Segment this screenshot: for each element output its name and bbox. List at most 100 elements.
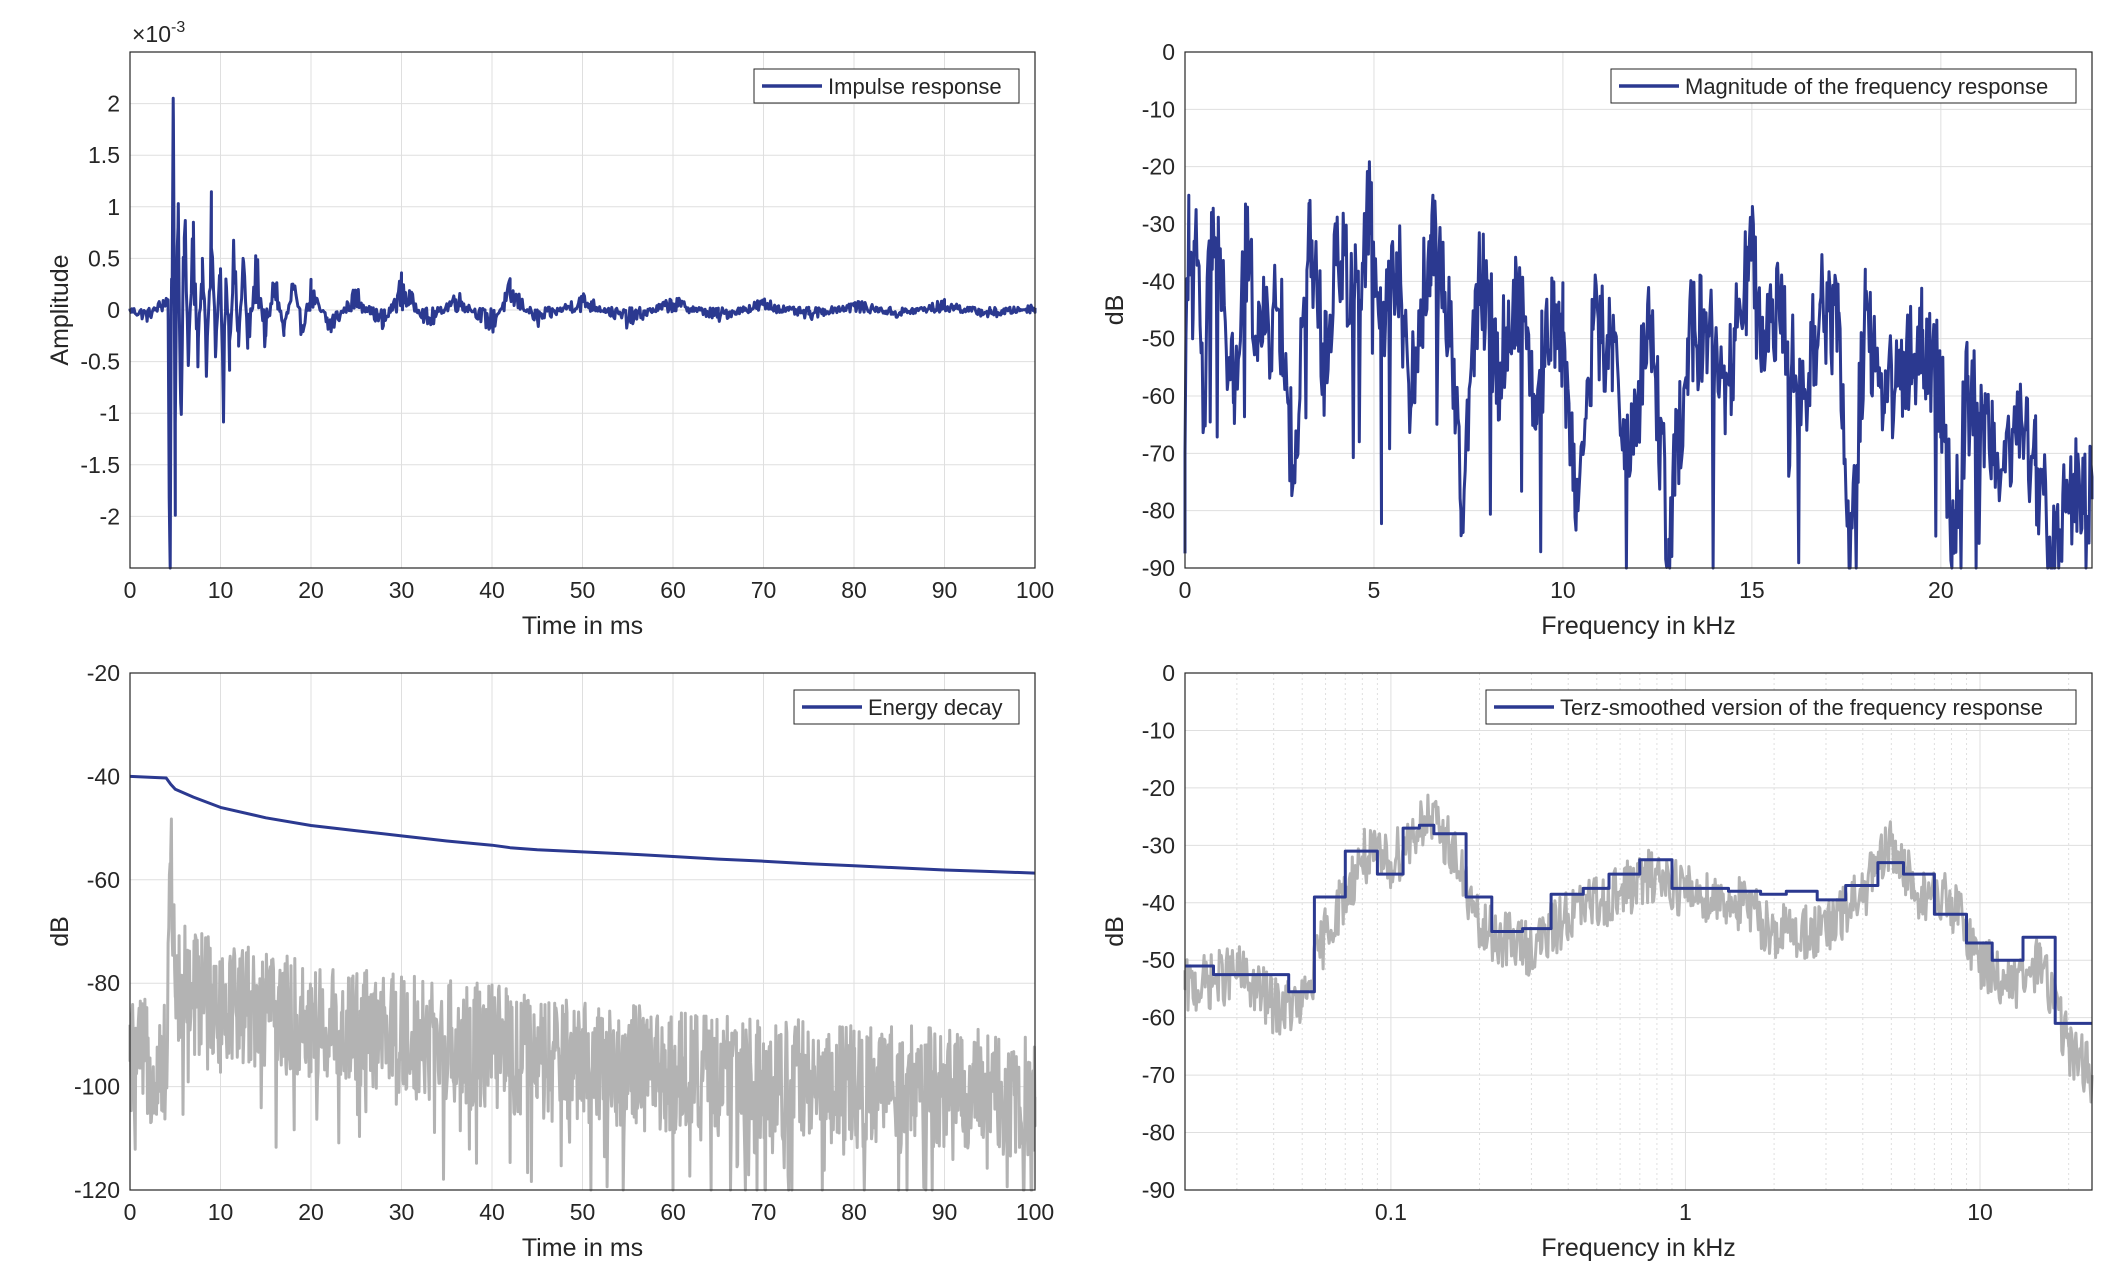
y-tick-label: 0.5 bbox=[88, 245, 120, 271]
legend-label: Terz-smoothed version of the frequency r… bbox=[1560, 695, 2043, 720]
axes-box bbox=[129, 51, 1036, 569]
legend-box bbox=[1610, 68, 2077, 104]
y-tick-label: -2 bbox=[100, 503, 120, 529]
y-tick-label: -10 bbox=[1142, 717, 1175, 743]
y-tick-label: -40 bbox=[1142, 268, 1175, 294]
y-tick-label: -60 bbox=[87, 867, 120, 893]
y-axis-label: dB bbox=[46, 916, 74, 947]
y-tick-labels: 0 -10 -20 -30 -40 -50 -60 -70 -80 -90 bbox=[1142, 39, 1175, 581]
y-tick-label: -100 bbox=[74, 1074, 120, 1100]
x-tick-label: 20 bbox=[298, 577, 324, 603]
axes-frame bbox=[1184, 51, 2093, 569]
y-tick-label: 0 bbox=[107, 297, 120, 323]
y-tick-label: -60 bbox=[1142, 1005, 1175, 1031]
x-tick-label: 60 bbox=[660, 1199, 686, 1225]
y-tick-label: -40 bbox=[1142, 890, 1175, 916]
legend-label: Energy decay bbox=[868, 695, 1003, 720]
axes-box bbox=[1184, 51, 2093, 569]
y-tick-label: -50 bbox=[1142, 947, 1175, 973]
x-tick-label: 0 bbox=[124, 1199, 137, 1225]
y-tick-label: -50 bbox=[1142, 326, 1175, 352]
x-tick-label: 50 bbox=[570, 1199, 596, 1225]
x-tick-label: 50 bbox=[570, 577, 596, 603]
y-axis-label: dB bbox=[1101, 295, 1129, 326]
y-tick-label: -40 bbox=[87, 763, 120, 789]
y-axis-label: Amplitude bbox=[46, 254, 74, 365]
axes-box bbox=[129, 672, 1036, 1191]
x-tick-label: 30 bbox=[389, 577, 415, 603]
legend: Energy decay bbox=[793, 689, 1020, 725]
x-tick-label: 80 bbox=[841, 577, 867, 603]
y-tick-label: -30 bbox=[1142, 211, 1175, 237]
background-line bbox=[128, 817, 1037, 1192]
x-tick-label: 20 bbox=[1928, 577, 1954, 603]
axes-frame bbox=[129, 51, 1036, 569]
y-tick-label: 1.5 bbox=[88, 142, 120, 168]
x-tick-label: 20 bbox=[298, 1199, 324, 1225]
legend-box bbox=[1485, 689, 2077, 725]
legend-label: Impulse response bbox=[828, 74, 1002, 99]
axes-box bbox=[1184, 672, 2093, 1191]
x-axis-label: Frequency in kHz bbox=[1541, 1234, 1736, 1262]
y-tick-label: 2 bbox=[107, 91, 120, 117]
chart-impulse-response: 0 10 20 30 40 50 60 70 80 90 100 2 1.5 1 0.5 0 -0.5 -1 -1… bbox=[46, 19, 1054, 640]
y-tick-label: -20 bbox=[87, 660, 120, 686]
x-tick-label: 1 bbox=[1679, 1199, 1692, 1225]
series-line bbox=[128, 96, 1037, 570]
x-tick-label: 100 bbox=[1016, 1199, 1054, 1225]
legend: Impulse response bbox=[753, 68, 1020, 104]
y-tick-label: -20 bbox=[1142, 775, 1175, 801]
y-tick-label: -80 bbox=[87, 970, 120, 996]
chart-energy-decay: 0 10 20 30 40 50 60 70 80 90 100 -20-40-60-80-100-… bbox=[46, 660, 1054, 1262]
y-tick-labels: 0 -10 -20 -30 -40 -50 -60 -70 -80 -90 bbox=[1142, 660, 1175, 1203]
y-tick-label: -70 bbox=[1142, 1062, 1175, 1088]
y-tick-labels: 2 1.5 1 0.5 0 -0.5 -1 -1.5 -2 bbox=[80, 91, 120, 530]
y-tick-label: 1 bbox=[107, 194, 120, 220]
x-tick-label: 90 bbox=[932, 577, 958, 603]
x-tick-label: 0 bbox=[124, 577, 137, 603]
x-tick-labels: 0 10 20 30 40 50 60 70 80 90 100 bbox=[124, 577, 1055, 603]
x-axis-label: Time in ms bbox=[522, 612, 643, 640]
x-tick-label: 40 bbox=[479, 1199, 505, 1225]
chart-terz-smoothed: 0.1 1 10 0 -10 -20 -30 -40 -50 -60 -70 -80 -90 Freq… bbox=[1101, 660, 2094, 1262]
background-series bbox=[128, 817, 1037, 1192]
x-tick-label: 10 bbox=[1967, 1199, 1993, 1225]
x-tick-labels: 0 5 10 15 20 bbox=[1179, 577, 1954, 603]
exponent-base: ×10 bbox=[132, 21, 171, 47]
x-axis-label: Time in ms bbox=[522, 1234, 643, 1262]
x-tick-label: 100 bbox=[1016, 577, 1054, 603]
y-tick-label: -30 bbox=[1142, 832, 1175, 858]
x-tick-label: 70 bbox=[751, 1199, 777, 1225]
x-tick-label: 10 bbox=[1550, 577, 1576, 603]
y-tick-label: -10 bbox=[1142, 96, 1175, 122]
x-tick-label: 60 bbox=[660, 577, 686, 603]
y-tick-label: -120 bbox=[74, 1177, 120, 1203]
x-tick-label: 70 bbox=[751, 577, 777, 603]
exponent-label: ×10-3 bbox=[132, 19, 185, 47]
legend: Terz-smoothed version of the frequency r… bbox=[1485, 689, 2077, 725]
legend-label: Magnitude of the frequency response bbox=[1685, 74, 2048, 99]
x-tick-label: 10 bbox=[208, 577, 234, 603]
y-tick-label: -90 bbox=[1142, 1177, 1175, 1203]
series-lines bbox=[129, 774, 1036, 875]
x-tick-label: 90 bbox=[932, 1199, 958, 1225]
legend: Magnitude of the frequency response bbox=[1610, 68, 2077, 104]
series-line bbox=[1185, 823, 2092, 1025]
y-tick-label: -70 bbox=[1142, 440, 1175, 466]
series-lines bbox=[128, 96, 1037, 570]
x-tick-label: 30 bbox=[389, 1199, 415, 1225]
series-lines bbox=[1185, 823, 2092, 1025]
y-tick-label: 0 bbox=[1162, 39, 1175, 65]
x-tick-label: 5 bbox=[1368, 577, 1381, 603]
y-tick-label: -20 bbox=[1142, 154, 1175, 180]
x-tick-labels: 0.1 1 10 bbox=[1375, 1199, 1993, 1225]
y-tick-label: -90 bbox=[1142, 555, 1175, 581]
y-axis-label: dB bbox=[1101, 916, 1129, 947]
x-tick-labels: 0 10 20 30 40 50 60 70 80 90 100 bbox=[124, 1199, 1055, 1225]
y-tick-label: -0.5 bbox=[80, 349, 120, 375]
x-tick-label: 80 bbox=[841, 1199, 867, 1225]
y-tick-label: -60 bbox=[1142, 383, 1175, 409]
x-tick-label: 15 bbox=[1739, 577, 1765, 603]
series-lines bbox=[1183, 160, 2094, 570]
